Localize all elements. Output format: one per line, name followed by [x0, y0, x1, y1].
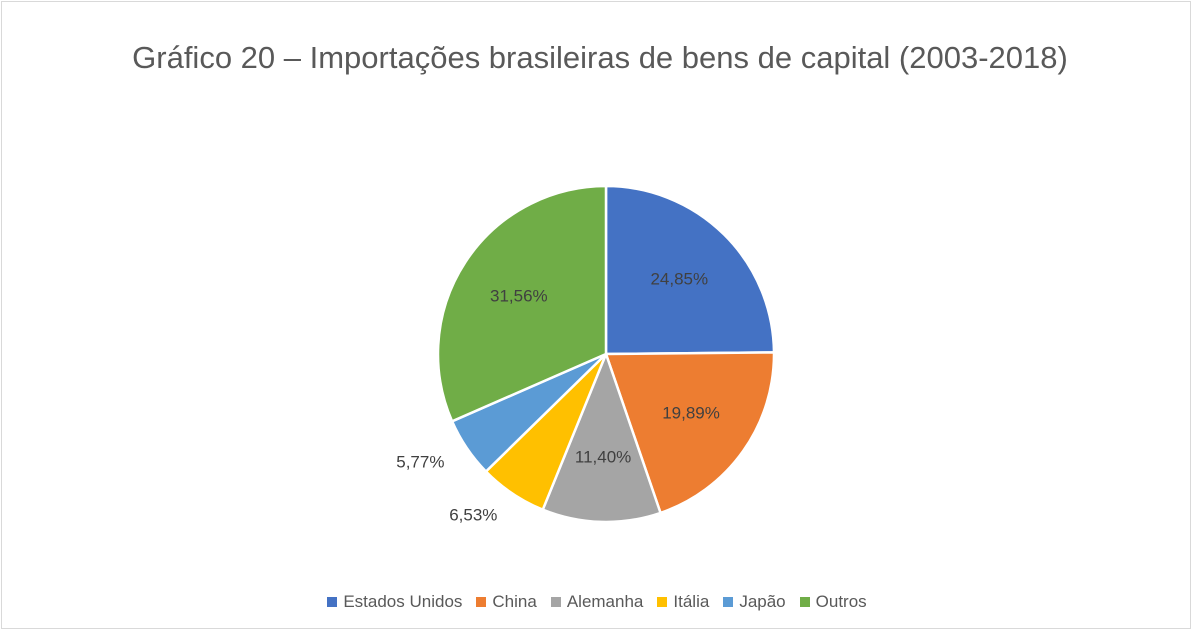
legend-item: China: [476, 592, 537, 612]
chart-title: Gráfico 20 – Importações brasileiras de …: [132, 40, 1068, 75]
legend-swatch: [723, 597, 734, 607]
legend-label: China: [492, 592, 537, 611]
legend-swatch: [327, 597, 338, 607]
data-label: 24,85%: [650, 269, 708, 288]
legend-label: Japão: [739, 592, 786, 611]
legend-label: Estados Unidos: [343, 592, 463, 611]
legend-label: Alemanha: [566, 592, 644, 611]
legend-item: Alemanha: [550, 592, 644, 612]
pie-slice: [604, 184, 776, 356]
legend-swatch: [550, 597, 561, 607]
data-label: 19,89%: [662, 404, 720, 423]
legend-label: Outros: [815, 592, 867, 611]
pie-slice: [436, 184, 608, 423]
legend-item: Estados Unidos: [327, 592, 462, 612]
legend-item: Japão: [723, 592, 786, 612]
legend: Estados Unidos China Alemanha Itália Japão Ou…: [0, 592, 1194, 612]
data-label: 31,56%: [490, 286, 548, 305]
legend-label: Itália: [673, 592, 710, 611]
legend-item: Itália: [657, 592, 709, 612]
data-label: 11,40%: [575, 448, 631, 467]
legend-swatch: [476, 597, 487, 607]
data-label: 5,77%: [396, 452, 444, 471]
legend-swatch: [799, 597, 810, 607]
pie-slice: [541, 350, 663, 524]
legend-swatch: [657, 597, 668, 607]
data-label: 6,53%: [449, 505, 497, 524]
legend-item: Outros: [799, 592, 867, 612]
